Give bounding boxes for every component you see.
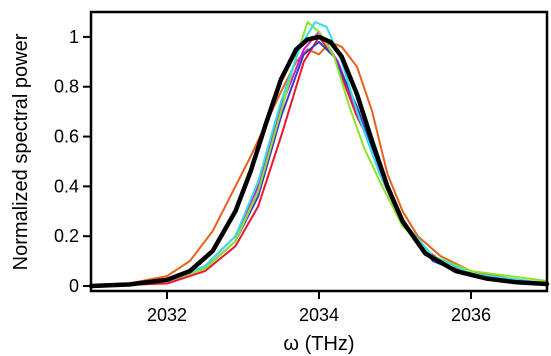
y-tick-label: 0.4 (54, 176, 79, 196)
y-tick-label: 0.6 (54, 127, 79, 147)
series-line-2 (90, 35, 548, 287)
series-line-3 (90, 30, 548, 287)
series-line-4 (90, 40, 548, 287)
series-layer (88, 21, 550, 289)
x-tick-label: 2036 (451, 305, 491, 325)
series-line-1 (90, 40, 548, 287)
y-tick-label: 0.8 (54, 77, 79, 97)
x-tick-label: 2032 (147, 305, 187, 325)
y-tick-label: 0.2 (54, 226, 79, 246)
series-line-6 (90, 21, 548, 287)
x-axis-title: ω (THz) (283, 333, 354, 355)
y-axis-title: Normalized spectral power (10, 33, 32, 270)
series-line-5 (90, 21, 548, 287)
y-tick-label: 0 (69, 276, 79, 296)
ticks-layer: 2032 2034 2036 0 0.2 0.4 0.6 0.8 1 (54, 27, 491, 325)
series-line-7 (88, 34, 550, 289)
y-tick-label: 1 (69, 27, 79, 47)
x-tick-label: 2034 (299, 305, 339, 325)
